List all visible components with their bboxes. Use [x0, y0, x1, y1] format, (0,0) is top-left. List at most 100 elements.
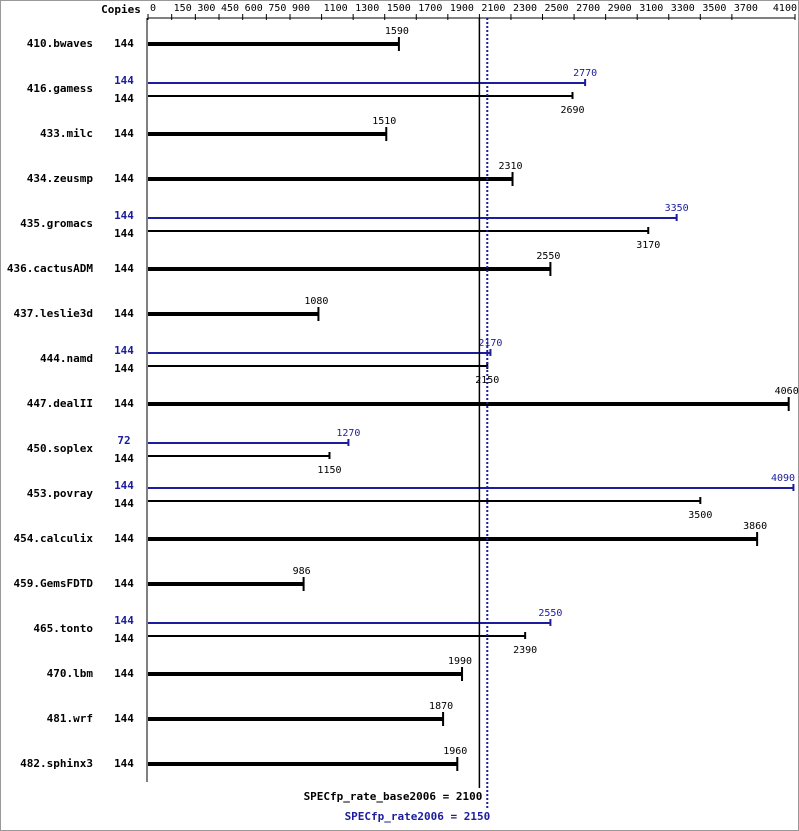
value-label: 3500	[688, 510, 712, 521]
bar	[148, 42, 399, 46]
x-tick-label: 1500	[387, 3, 411, 14]
benchmark-name: 453.povray	[27, 487, 94, 500]
copies-label: 144	[114, 37, 134, 50]
bar	[148, 312, 319, 316]
x-tick-label: 0	[150, 3, 156, 14]
bar	[148, 365, 488, 367]
value-label: 1960	[443, 746, 467, 757]
value-label: 1590	[385, 26, 409, 37]
benchmark-name: 410.bwaves	[27, 37, 93, 50]
bar	[148, 635, 526, 637]
copies-label: 144	[114, 127, 134, 140]
bar	[148, 352, 491, 354]
x-tick-label: 600	[245, 3, 263, 14]
x-tick-label: 4100	[773, 3, 797, 14]
reference-label: SPECfp_rate_base2006 = 2100	[304, 790, 483, 803]
bar	[148, 622, 551, 624]
x-tick-label: 2700	[576, 3, 600, 14]
bar	[148, 402, 789, 406]
value-label: 2170	[478, 338, 502, 349]
x-tick-label: 1900	[450, 3, 474, 14]
copies-label: 144	[114, 307, 134, 320]
bar	[148, 487, 794, 489]
value-label: 2390	[513, 645, 537, 656]
copies-label: 144	[114, 667, 134, 680]
copies-label: 144	[114, 74, 134, 87]
value-label: 1270	[336, 428, 360, 439]
value-label: 2150	[475, 375, 499, 386]
value-label: 1510	[372, 116, 396, 127]
x-tick-label: 3300	[671, 3, 695, 14]
benchmark-name: 436.cactusADM	[7, 262, 93, 275]
x-tick-label: 3500	[702, 3, 726, 14]
copies-label: 144	[114, 209, 134, 222]
value-label: 1150	[317, 465, 341, 476]
bar	[148, 442, 349, 444]
x-tick-label: 450	[221, 3, 239, 14]
value-label: 2770	[573, 68, 597, 79]
benchmark-name: 435.gromacs	[20, 217, 93, 230]
value-label: 1080	[304, 296, 328, 307]
x-tick-label: 150	[174, 3, 192, 14]
copies-label: 144	[114, 532, 134, 545]
copies-label: 144	[114, 452, 134, 465]
copies-label: 144	[114, 632, 134, 645]
x-tick-label: 750	[268, 3, 286, 14]
bar	[148, 582, 304, 586]
value-label: 986	[293, 566, 311, 577]
bar	[148, 95, 573, 97]
value-label: 4090	[771, 473, 795, 484]
bar	[148, 455, 330, 457]
bar	[148, 717, 444, 721]
x-tick-label: 1100	[324, 3, 348, 14]
x-tick-label: 3100	[639, 3, 663, 14]
copies-label: 144	[114, 362, 134, 375]
reference-label: SPECfp_rate2006 = 2150	[345, 810, 491, 823]
value-label: 3350	[665, 203, 689, 214]
copies-label: 144	[114, 397, 134, 410]
bar	[148, 537, 758, 541]
value-label: 3170	[636, 240, 660, 251]
copies-label: 144	[114, 712, 134, 725]
value-label: 2550	[538, 608, 562, 619]
x-tick-label: 3700	[734, 3, 758, 14]
copies-header: Copies	[101, 3, 141, 16]
copies-label: 144	[114, 172, 134, 185]
value-label: 1990	[448, 656, 472, 667]
benchmark-name: 444.namd	[40, 352, 93, 365]
bar	[148, 500, 701, 502]
x-tick-label: 1700	[418, 3, 442, 14]
value-label: 4060	[775, 386, 799, 397]
benchmark-name: 470.lbm	[47, 667, 94, 680]
bar	[148, 132, 387, 136]
benchmark-name: 459.GemsFDTD	[14, 577, 94, 590]
copies-label: 144	[114, 479, 134, 492]
copies-label: 144	[114, 577, 134, 590]
x-tick-label: 1300	[355, 3, 379, 14]
value-label: 2690	[560, 105, 584, 116]
benchmark-name: 434.zeusmp	[27, 172, 94, 185]
bar	[148, 177, 513, 181]
copies-label: 144	[114, 757, 134, 770]
copies-label: 144	[114, 497, 134, 510]
bar	[148, 672, 463, 676]
x-tick-label: 900	[292, 3, 310, 14]
benchmark-name: 433.milc	[40, 127, 93, 140]
benchmark-name: 447.dealII	[27, 397, 93, 410]
x-tick-label: 2900	[608, 3, 632, 14]
copies-label: 144	[114, 262, 134, 275]
copies-label: 144	[114, 92, 134, 105]
copies-label: 144	[114, 344, 134, 357]
benchmark-name: 450.soplex	[27, 442, 94, 455]
value-label: 3860	[743, 521, 767, 532]
benchmark-name: 465.tonto	[33, 622, 93, 635]
value-label: 2550	[536, 251, 560, 262]
bar	[148, 230, 649, 232]
copies-label: 144	[114, 614, 134, 627]
bar	[148, 267, 551, 271]
x-tick-label: 2300	[513, 3, 537, 14]
copies-label: 72	[117, 434, 130, 447]
benchmark-name: 482.sphinx3	[20, 757, 93, 770]
